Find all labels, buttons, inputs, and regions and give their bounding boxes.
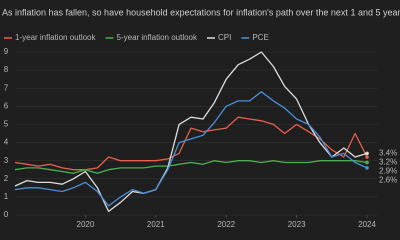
value-label: 3.2% [379, 158, 397, 167]
chart-subtitle: As inflation has fallen, so have househo… [2, 7, 400, 17]
x-tick-label: 2020 [77, 220, 95, 229]
value-label: 3.4% [379, 149, 397, 158]
legend-label: 5-year inflation outlook [117, 33, 198, 42]
y-tick-label: 6 [4, 101, 9, 110]
end-marker [365, 151, 369, 156]
x-tick-label: 2023 [288, 220, 306, 229]
y-tick-label: 3 [4, 156, 9, 165]
end-marker [365, 160, 369, 165]
value-label: 2.6% [379, 176, 397, 185]
series-line [14, 116, 368, 171]
x-tick-label: 2024 [358, 220, 376, 229]
x-tick-label: 2022 [217, 220, 235, 229]
series-line [14, 91, 368, 207]
series-line [14, 160, 368, 174]
legend-label: 1-year inflation outlook [15, 33, 96, 42]
end-marker [365, 166, 369, 170]
legend-label: PCE [252, 33, 268, 42]
y-tick-label: 0 [4, 210, 9, 219]
y-tick-label: 1 [4, 192, 9, 201]
value-label: 2.9% [379, 167, 397, 176]
y-tick-label: 4 [4, 138, 9, 147]
y-tick-label: 9 [4, 47, 9, 56]
legend-label: CPI [218, 33, 231, 42]
end-marker [365, 155, 369, 159]
y-tick-label: 5 [4, 120, 9, 129]
x-tick-label: 2021 [147, 220, 165, 229]
y-tick-label: 2 [4, 174, 9, 183]
y-tick-label: 8 [4, 65, 9, 74]
y-tick-label: 7 [4, 83, 9, 92]
